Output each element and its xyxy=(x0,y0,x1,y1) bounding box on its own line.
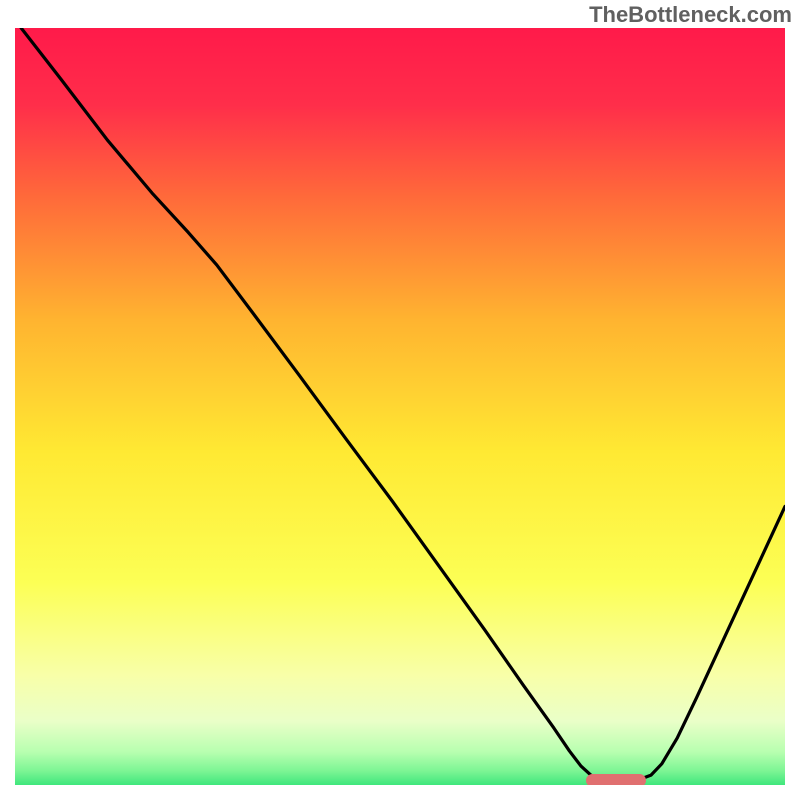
bottleneck-curve xyxy=(15,28,785,785)
plot-area xyxy=(15,28,785,785)
watermark-text: TheBottleneck.com xyxy=(589,2,792,28)
chart-container: TheBottleneck.com xyxy=(0,0,800,800)
optimal-marker xyxy=(586,774,646,785)
